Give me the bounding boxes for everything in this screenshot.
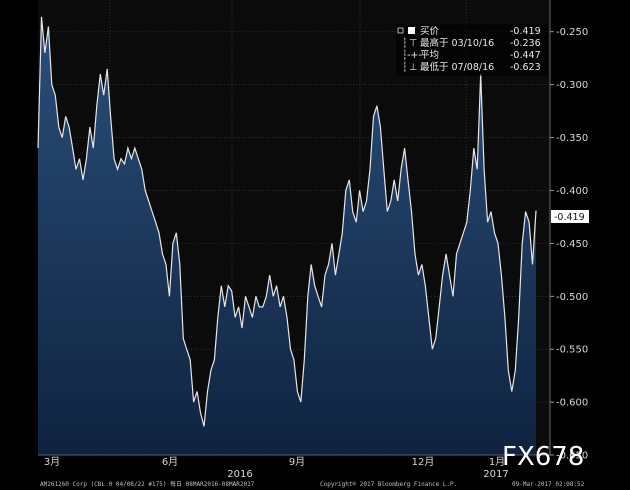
legend-swatch-current [397,27,404,34]
svg-text:┆: ┆ [402,37,408,49]
footer-center: Copyright® 2017 Bloomberg Finance L.P. [320,481,457,488]
watermark: FX678 [502,442,584,472]
x-tick-label: 3月 [44,456,60,468]
x-tick-label: 6月 [162,456,178,468]
series-line [37,16,537,427]
y-tick-label: -0.300 [556,80,588,91]
footer-left: AM261260 Corp (CBL 0 04/08/22 #175) 每日 0… [40,480,255,488]
y-tick-label: -0.350 [556,133,588,144]
legend-average-label: 平均 [420,49,439,61]
x-year-label: 2017 [483,469,508,480]
svg-text:-+-: -+- [407,50,422,61]
last-value-label: -0.419 [554,212,585,223]
legend-low-label: 最低于 07/08/16 [420,61,494,73]
y-tick-label: -0.250 [556,27,588,38]
legend-current-label: 买价 [420,26,440,37]
legend-current-value: -0.419 [510,26,541,37]
x-tick-label: 9月 [289,456,305,468]
y-tick-label: -0.450 [556,239,588,250]
y-axis: -0.250 -0.300 -0.350 -0.400 -0.450 -0.500 -0.5… [549,0,588,462]
x-axis: 3月 6月 9月 12月 1月 2016 2017 [38,454,550,480]
legend-high-label: 最高于 03/10/16 [420,37,494,49]
y-tick-label: -0.650 [556,451,588,462]
svg-text:⊥: ⊥ [409,62,417,73]
x-tick-label: 1月 [489,456,505,468]
series-area [38,16,536,456]
legend-average-value: -0.447 [510,50,541,61]
y-tick-label: -0.500 [556,292,588,303]
y-tick-label: -0.400 [556,186,588,197]
svg-text:┆: ┆ [402,49,408,61]
last-value-marker: -0.419 [551,210,589,223]
y-tick-label: -0.550 [556,345,588,356]
y-tick-label: -0.600 [556,398,588,409]
x-year-label: 2016 [227,469,252,480]
legend-low-value: -0.623 [510,62,541,73]
svg-text:⊤: ⊤ [409,38,417,49]
x-tick-label: 12月 [412,456,435,468]
footer-right: 09-Mar-2017 02:08:52 [512,481,585,488]
legend-high-value: -0.236 [510,38,541,49]
legend: 买价 -0.419 ┆ ⊤ 最高于 03/10/16 -0.236 ┆ -+- … [396,24,548,76]
svg-text:┆: ┆ [402,61,408,73]
